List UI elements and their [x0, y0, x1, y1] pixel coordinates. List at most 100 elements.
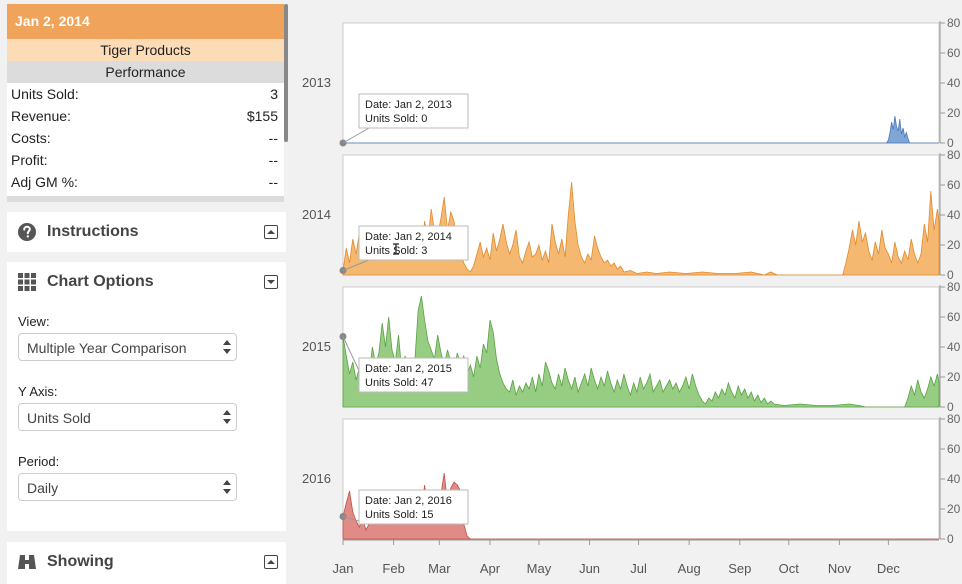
chevron-down-icon[interactable] [264, 275, 278, 289]
chart-area[interactable]: 2013 80 60 40 20 0 Date: Jan 2, 2013 Units Sold… [294, 0, 962, 584]
tooltip-date: Date: Jan 2, 2014 [365, 231, 452, 243]
tooltip-box-2013 [358, 93, 469, 129]
y-tick-label: 60 [947, 442, 961, 456]
tooltip-date: Date: Jan 2, 2016 [365, 495, 452, 507]
summary-row-label: Revenue: [11, 108, 71, 124]
yaxis-select-value: Units Sold [27, 410, 91, 426]
y-tick-label: 0 [947, 532, 954, 546]
tooltip-date: Date: Jan 2, 2015 [365, 363, 452, 375]
y-tick-label: 60 [947, 178, 961, 192]
y-tick-label: 40 [947, 472, 961, 486]
summary-row-value: -- [268, 130, 278, 146]
sidebar: Jan 2, 2014 Tiger Products Performance U… [0, 0, 294, 584]
summary-row-label: Profit: [11, 152, 48, 168]
showing-panel: Showing [7, 542, 286, 584]
tooltip-box-2014 [358, 225, 469, 261]
view-label: View: [18, 314, 50, 329]
grid-icon [18, 273, 36, 291]
y-tick-label: 80 [947, 412, 961, 426]
y-tick-label: 0 [947, 400, 954, 414]
summary-scrollbar[interactable] [284, 4, 288, 142]
y-tick-label: 40 [947, 76, 961, 90]
year-label-2013: 2013 [302, 75, 331, 90]
yaxis-label: Y Axis: [18, 384, 58, 399]
summary-row-label: Costs: [11, 130, 51, 146]
summary-product: Tiger Products [7, 39, 284, 61]
updown-arrows-icon [223, 410, 231, 424]
summary-row-label: Adj GM %: [11, 174, 78, 190]
summary-row-value: $155 [246, 108, 278, 124]
summary-panel: Jan 2, 2014 Tiger Products Performance U… [7, 4, 284, 202]
y-tick-label: 60 [947, 310, 961, 324]
year-label-2014: 2014 [302, 207, 331, 222]
chart-options-title: Chart Options [47, 273, 154, 290]
y-tick-label: 40 [947, 208, 961, 222]
y-tick-label: 80 [947, 148, 961, 162]
x-tick-label-nov: Nov [828, 561, 852, 576]
area-series-2013 [343, 115, 939, 144]
summary-row-value: -- [268, 174, 278, 190]
y-tick-label: 20 [947, 502, 961, 516]
x-tick-label-may: May [527, 561, 552, 576]
x-tick-label-jan: Jan [333, 561, 354, 576]
x-tick-label-mar: Mar [428, 561, 451, 576]
view-select[interactable]: Multiple Year Comparison [18, 333, 237, 361]
updown-arrows-icon [223, 480, 231, 494]
summary-row-adj-gm: Adj GM %: -- [7, 171, 284, 193]
chart-options-panel: Chart Options View: Multiple Year Compar… [7, 262, 286, 531]
period-select[interactable]: Daily [18, 473, 237, 501]
summary-row-revenue: Revenue: $155 [7, 105, 284, 127]
summary-row-value: -- [268, 152, 278, 168]
year-label-2016: 2016 [302, 471, 331, 486]
tooltip-connector-2014 [342, 259, 370, 271]
view-select-value: Multiple Year Comparison [27, 340, 187, 356]
instructions-header[interactable]: Instructions [7, 212, 286, 252]
y-tick-label: 0 [947, 136, 954, 150]
text-cursor-icon [393, 243, 399, 255]
summary-date: Jan 2, 2014 [7, 4, 284, 39]
summary-row-value: 3 [270, 86, 278, 102]
year-comparison-chart[interactable]: 2013 80 60 40 20 0 Date: Jan 2, 2013 Units Sold… [294, 0, 962, 584]
tooltip-date: Date: Jan 2, 2013 [365, 99, 452, 111]
showing-title: Showing [47, 553, 114, 570]
chevron-up-icon[interactable] [264, 225, 278, 239]
tooltip-box-2015 [358, 357, 469, 393]
x-tick-label-jul: Jul [630, 561, 647, 576]
summary-row-costs: Costs: -- [7, 127, 284, 149]
question-circle-icon [18, 223, 36, 241]
y-tick-label: 20 [947, 106, 961, 120]
period-select-value: Daily [27, 480, 59, 496]
tooltip-connector-2013 [342, 127, 370, 144]
y-tick-label: 80 [947, 280, 961, 294]
summary-row-units: Units Sold: 3 [7, 83, 284, 105]
y-tick-label: 80 [947, 16, 961, 30]
y-tick-label: 40 [947, 340, 961, 354]
area-series-2015 [342, 295, 940, 408]
x-tick-label-feb: Feb [382, 561, 404, 576]
x-tick-label-apr: Apr [480, 561, 501, 576]
instructions-title: Instructions [47, 223, 139, 240]
year-label-2015: 2015 [302, 339, 331, 354]
summary-row-label: Units Sold: [11, 86, 79, 102]
x-tick-label-oct: Oct [779, 561, 800, 576]
tooltip-units: Units Sold: 0 [365, 113, 427, 125]
tooltip-units: Units Sold: 15 [365, 509, 433, 521]
instructions-panel: Instructions [7, 212, 286, 252]
chart-options-header[interactable]: Chart Options [7, 262, 286, 302]
chevron-up-icon[interactable] [264, 555, 278, 569]
x-tick-label-aug: Aug [678, 561, 701, 576]
x-tick-label-dec: Dec [877, 561, 901, 576]
summary-section-header: Performance [7, 61, 284, 83]
updown-arrows-icon [223, 340, 231, 354]
y-tick-label: 20 [947, 370, 961, 384]
y-tick-label: 20 [947, 238, 961, 252]
showing-header[interactable]: Showing [7, 542, 286, 582]
tooltip-units: Units Sold: 47 [365, 377, 433, 389]
tooltip-box-2016 [358, 489, 469, 525]
period-label: Period: [18, 454, 60, 469]
y-tick-label: 60 [947, 46, 961, 60]
summary-row-profit: Profit: -- [7, 149, 284, 171]
yaxis-select[interactable]: Units Sold [18, 403, 237, 431]
x-tick-label-sep: Sep [728, 561, 751, 576]
binoculars-icon [18, 555, 36, 569]
